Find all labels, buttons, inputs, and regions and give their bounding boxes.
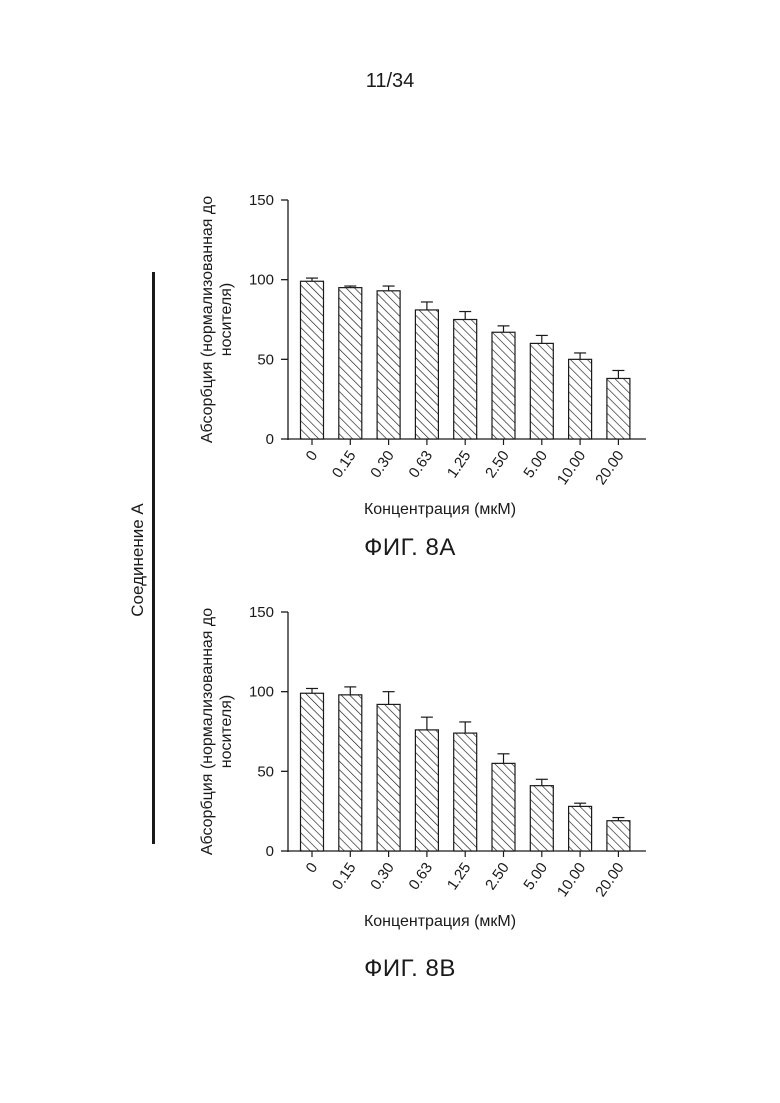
x-tick-label: 10.00: [554, 860, 589, 901]
x-tick-label: 0.63: [406, 860, 437, 894]
bar: [454, 733, 477, 851]
y-axis-title-line: Абсорбция (нормализованная до: [199, 196, 216, 443]
x-tick-label: 0.63: [406, 448, 437, 482]
x-tick-label: 10.00: [554, 448, 589, 489]
x-tick-label: 2.50: [482, 448, 513, 482]
y-tick-label: 0: [266, 431, 274, 448]
bar: [569, 359, 592, 439]
bar: [607, 821, 630, 851]
bar: [415, 730, 438, 851]
y-tick-label: 100: [249, 684, 274, 701]
x-tick-label: 0.15: [329, 448, 360, 482]
bar: [377, 704, 400, 851]
bar: [339, 695, 362, 851]
y-tick-label: 50: [257, 763, 274, 780]
bar: [415, 310, 438, 439]
bar: [301, 281, 324, 439]
y-axis-title-line: носителя): [218, 695, 235, 769]
bar-chart-fig-8b: 0 50 100 150 Абсорбция (нормализованная доно…: [0, 592, 780, 932]
bar: [607, 378, 630, 439]
bar: [530, 786, 553, 851]
x-tick-label: 0: [303, 860, 322, 877]
bar: [492, 332, 515, 439]
x-tick-label: 20.00: [592, 860, 627, 901]
bar: [569, 806, 592, 851]
x-tick-label: 2.50: [482, 860, 513, 894]
y-axis-title-line: носителя): [218, 283, 235, 357]
x-axis-title: Концентрация (мкМ): [364, 501, 516, 518]
y-tick-label: 50: [257, 351, 274, 368]
y-tick-label: 150: [249, 192, 274, 209]
bar: [454, 320, 477, 440]
y-tick-label: 150: [249, 604, 274, 621]
x-tick-label: 0.15: [329, 860, 360, 894]
x-tick-label: 5.00: [520, 860, 551, 894]
y-tick-label: 0: [266, 843, 274, 860]
y-tick-label: 100: [249, 272, 274, 289]
bar: [492, 763, 515, 851]
x-tick-label: 0.30: [367, 860, 398, 894]
bar-chart-fig-8a: 0 50 100 150 Абсорбция (нормализованная доно…: [0, 180, 780, 520]
x-tick-label: 0: [303, 448, 322, 465]
figure-caption-8b: ФИГ. 8В: [0, 955, 780, 983]
x-tick-label: 1.25: [444, 448, 475, 482]
figure-caption-8a: ФИГ. 8А: [0, 534, 780, 562]
x-axis-title: Концентрация (мкМ): [364, 913, 516, 930]
bar: [377, 291, 400, 439]
bar: [530, 343, 553, 439]
x-tick-label: 0.30: [367, 448, 398, 482]
page-number: 11/34: [0, 70, 780, 93]
bar: [301, 693, 324, 851]
bar: [339, 288, 362, 439]
x-tick-label: 1.25: [444, 860, 475, 894]
y-axis-title-line: Абсорбция (нормализованная до: [199, 608, 216, 855]
x-tick-label: 20.00: [592, 448, 627, 489]
x-tick-label: 5.00: [520, 448, 551, 482]
